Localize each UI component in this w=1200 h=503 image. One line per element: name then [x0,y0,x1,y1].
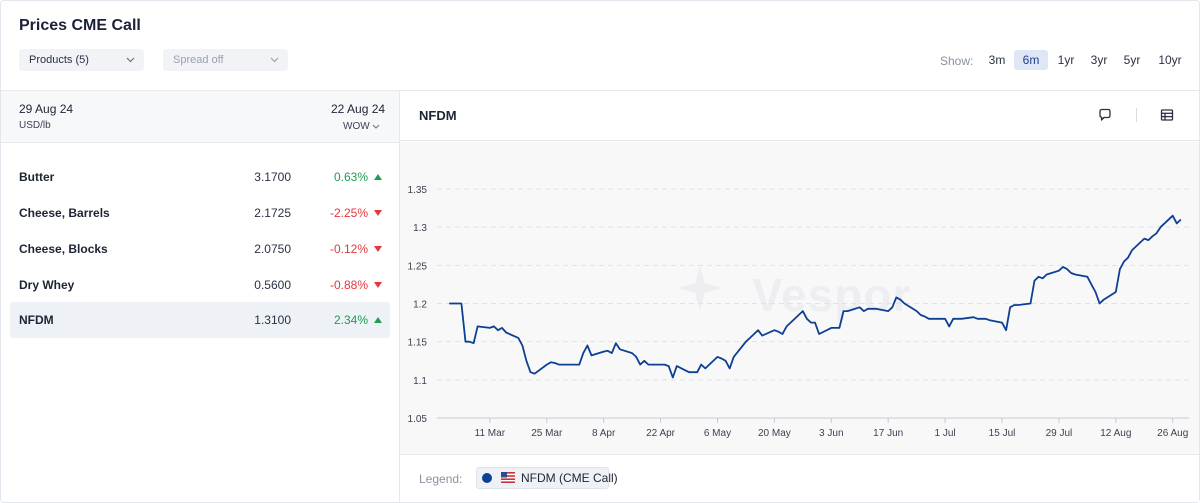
triangle-up-icon [374,174,382,180]
watermark: Vespor [752,269,912,321]
x-tick-label: 22 Apr [646,428,676,439]
unit-label: USD/lb [19,120,51,131]
product-price: 1.3100 [254,313,291,327]
range-button-3yr[interactable]: 3yr [1090,53,1108,67]
icon-separator [1136,108,1137,122]
compare-date: 22 Aug 24 [331,102,386,116]
product-price: 2.1725 [254,206,291,220]
product-price: 2.0750 [254,242,291,256]
product-change: -0.88% [329,278,368,292]
y-tick-label: 1.15 [408,338,428,349]
x-tick-label: 6 May [704,428,731,439]
current-date: 29 Aug 24 [19,102,74,116]
table-header [1,91,399,143]
chart-title: NFDM [419,108,457,123]
x-tick-label: 17 Jun [873,428,903,439]
products-dropdown-label: Products (5) [29,54,89,66]
x-tick-label: 12 Aug [1100,428,1131,439]
x-tick-label: 1 Jul [935,428,956,439]
series-line-nfdm [449,214,1182,379]
chevron-down-icon [126,57,135,63]
table-icon[interactable] [1159,107,1175,123]
legend-item-label: NFDM (CME Call) [521,471,618,485]
product-name: Cheese, Blocks [19,242,108,256]
page-title: Prices CME Call [19,17,141,34]
legend-color-dot [482,473,492,483]
spread-dropdown-label: Spread off [173,54,224,66]
product-name: Dry Whey [19,278,75,292]
product-name: Cheese, Barrels [19,206,110,220]
range-button-10yr[interactable]: 10yr [1158,53,1182,67]
product-row[interactable]: Cheese, Barrels 2.1725 -2.25% [10,195,390,231]
y-tick-label: 1.3 [413,223,427,234]
product-change: -0.12% [329,242,368,256]
x-tick-label: 26 Aug [1157,428,1188,439]
y-tick-label: 1.05 [408,414,428,425]
product-price: 0.5600 [254,278,291,292]
range-button-6m[interactable]: 6m [1014,50,1048,70]
range-button-1yr[interactable]: 1yr [1057,53,1075,67]
product-row[interactable]: Cheese, Blocks 2.0750 -0.12% [10,231,390,267]
header-divider [1,90,1199,91]
x-tick-label: 8 Apr [592,428,616,439]
legend-label: Legend: [419,472,463,486]
triangle-down-icon [374,246,382,252]
products-dropdown[interactable]: Products (5) [19,49,144,71]
product-name: NFDM [19,313,54,327]
chart-header [400,91,1199,141]
product-change: 0.63% [333,170,368,184]
triangle-down-icon [374,210,382,216]
comment-icon[interactable] [1097,107,1113,123]
product-change: -2.25% [329,206,368,220]
show-label: Show: [940,54,974,68]
product-row[interactable]: Butter 3.1700 0.63% [10,159,390,195]
x-tick-label: 15 Jul [989,428,1016,439]
y-tick-label: 1.2 [413,300,427,311]
y-tick-label: 1.25 [408,261,428,272]
compare-mode-dropdown[interactable]: WOW [343,121,370,132]
product-name: Butter [19,170,55,184]
watermark-logo-icon [678,266,722,310]
panel-divider [399,91,400,502]
y-tick-label: 1.1 [413,376,427,387]
range-button-3m[interactable]: 3m [988,53,1006,67]
chart-area [400,142,1199,454]
triangle-up-icon [374,317,382,323]
product-row[interactable]: NFDM 1.3100 2.34% [10,302,390,338]
x-tick-label: 11 Mar [475,428,506,439]
product-price: 3.1700 [254,170,291,184]
product-change: 2.34% [333,313,368,327]
triangle-down-icon [374,282,382,288]
spread-dropdown[interactable]: Spread off [163,49,288,71]
x-tick-label: 3 Jun [819,428,843,439]
x-tick-label: 25 Mar [531,428,563,439]
x-tick-label: 20 May [758,428,791,439]
us-flag-icon [501,472,515,483]
product-row[interactable]: Dry Whey 0.5600 -0.88% [10,267,390,303]
range-button-5yr[interactable]: 5yr [1123,53,1141,67]
chevron-down-icon [270,57,279,63]
y-tick-label: 1.35 [408,185,428,196]
chevron-down-icon[interactable] [372,124,380,129]
line-chart[interactable]: 1.05 1.1 1.15 1.2 1.25 1.3 1.35 11 Mar 25 Mar 8 A… [400,142,1199,454]
x-tick-label: 29 Jul [1046,428,1073,439]
